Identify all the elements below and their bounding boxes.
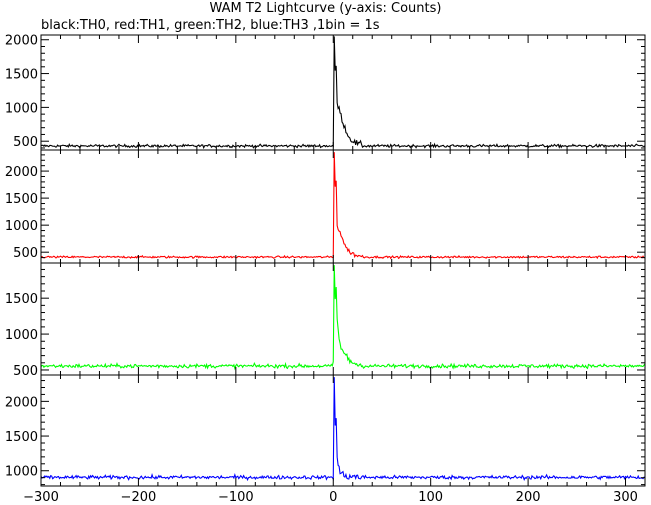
y-tick-label-1-2: 1500 xyxy=(5,192,38,207)
y-tick-label-1-1: 1000 xyxy=(5,219,38,234)
panels-layer: 500 1000 1500 2000 500 1000 1500 2000 500 1000 150… xyxy=(5,34,646,487)
y-tick-label-2-1: 1000 xyxy=(5,328,38,343)
x-tick-label-0: −300 xyxy=(23,490,59,505)
x-tick-label-1: −200 xyxy=(121,490,157,505)
series-line-0 xyxy=(40,36,646,150)
y-tick-label-2-2: 1500 xyxy=(5,292,38,307)
panel-2: 500 1000 1500 xyxy=(5,262,646,379)
y-tick-label-0-1: 1000 xyxy=(5,101,38,116)
x-tick-label-3: 0 xyxy=(329,490,337,505)
panel-0: 500 1000 1500 2000 xyxy=(5,34,646,151)
y-tick-label-1-0: 500 xyxy=(13,246,38,261)
x-tick-label-4: 100 xyxy=(418,490,443,505)
x-tick-label-5: 200 xyxy=(516,490,541,505)
x-tick-label-2: −100 xyxy=(218,490,254,505)
x-axis: −300 −200 −100 0 100 200 300 xyxy=(23,490,638,505)
y-tick-label-0-0: 500 xyxy=(13,135,38,150)
series-line-1 xyxy=(40,152,646,260)
panel-1: 500 1000 1500 2000 xyxy=(5,149,646,264)
panel-frame-1 xyxy=(40,149,646,264)
y-tick-label-3-1: 1500 xyxy=(5,430,38,445)
y-tick-label-1-3: 2000 xyxy=(5,165,38,180)
panel-3: 1000 1500 2000 xyxy=(5,374,646,487)
y-tick-label-2-0: 500 xyxy=(13,364,38,379)
y-tick-label-0-2: 1500 xyxy=(5,68,38,83)
panel-frame-3 xyxy=(40,374,646,487)
y-tick-label-0-3: 2000 xyxy=(5,34,38,49)
panel-frame-2 xyxy=(40,262,646,376)
x-tick-label-6: 300 xyxy=(613,490,638,505)
y-tick-label-3-2: 2000 xyxy=(5,395,38,410)
series-line-2 xyxy=(40,265,646,371)
chart-subtitle: black:TH0, red:TH1, green:TH2, blue:TH3 … xyxy=(41,18,380,33)
panel-frame-0 xyxy=(40,34,646,151)
series-line-3 xyxy=(40,377,646,482)
chart-title: WAM T2 Lightcurve (y-axis: Counts) xyxy=(209,1,442,16)
y-tick-label-3-0: 1000 xyxy=(5,465,38,480)
